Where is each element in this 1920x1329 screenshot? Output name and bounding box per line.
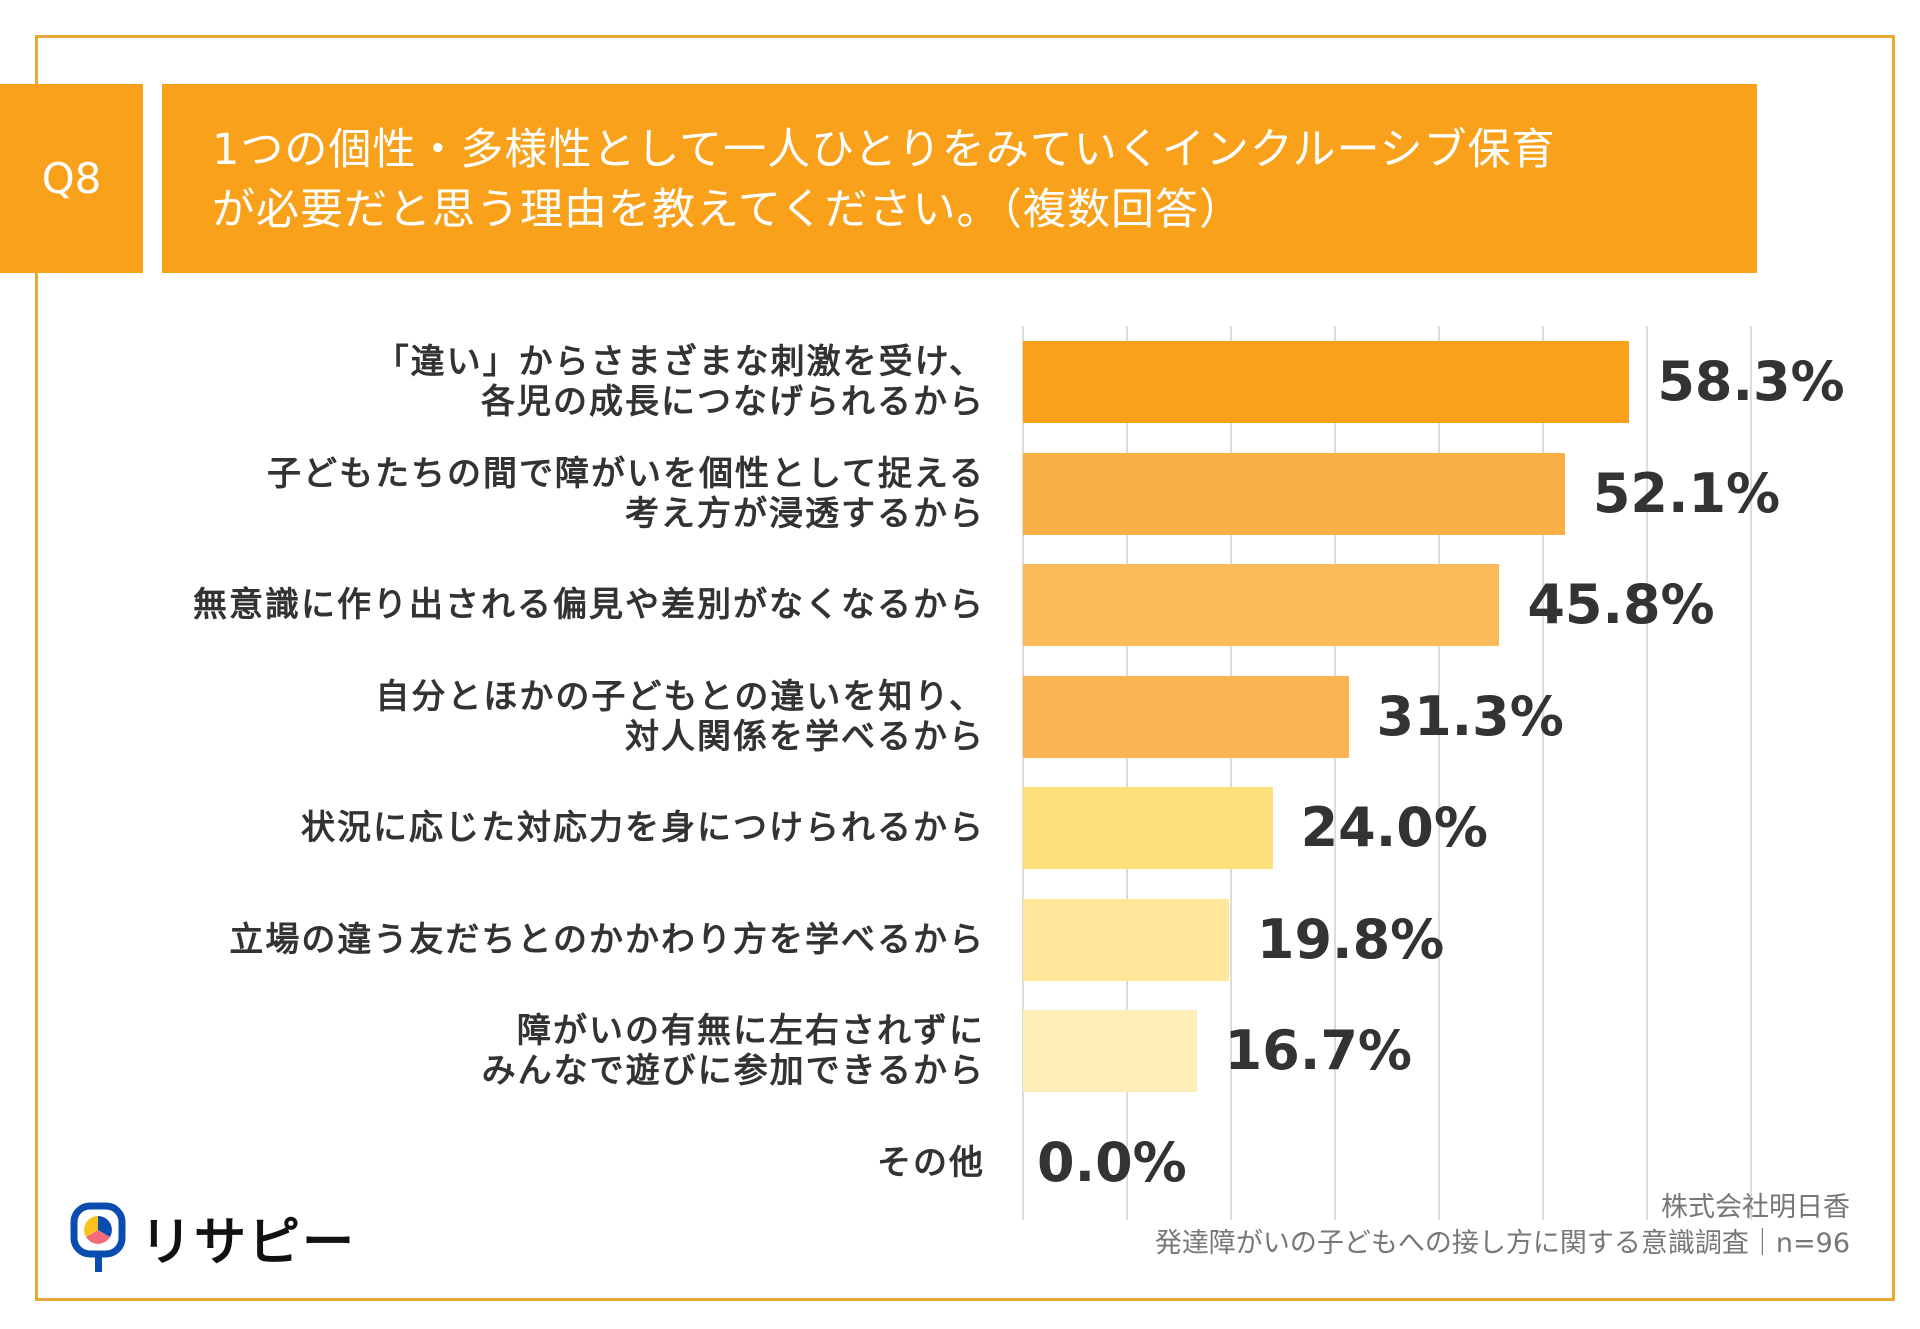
title-line-2: が必要だと思う理由を教えてください。（複数回答） [212, 185, 1244, 235]
bar [1023, 898, 1229, 981]
title-line-1: 1つの個性・多様性として一人ひとりをみていくインクルーシブ保育 [212, 125, 1556, 175]
footer-survey: 発達障がいの子どもへの接し方に関する意識調査｜n=96 [1154, 1228, 1850, 1259]
value-label: 45.8% [1527, 573, 1715, 636]
logo: リサピー [70, 1200, 356, 1275]
category-label: 状況に応じた対応力を身につけられるから [85, 808, 985, 848]
value-label: 24.0% [1300, 796, 1488, 859]
value-label: 0.0% [1037, 1130, 1187, 1194]
category-label: 障がいの有無に左右されずに みんなで遊びに参加できるから [85, 1011, 985, 1091]
category-label-line: 子どもたちの間で障がいを個性として捉える [267, 453, 985, 494]
gridline [1126, 326, 1128, 1220]
category-label: 立場の違う友だちとのかかわり方を学べるから [85, 920, 985, 960]
gridline [1334, 326, 1336, 1220]
category-label: 自分とほかの子どもとの違いを知り、 対人関係を学べるから [85, 677, 985, 757]
category-label-line: 立場の違う友だちとのかかわり方を学べるから [229, 919, 985, 960]
category-label-line: みんなで遊びに参加できるから [481, 1051, 985, 1091]
logo-text: リサピー [140, 1213, 357, 1273]
category-label-line: 「違い」からさまざまな刺激を受け、 [374, 342, 985, 382]
category-label-line: 障がいの有無に左右されずに [517, 1011, 985, 1051]
footer-company: 株式会社明日香 [1661, 1192, 1850, 1223]
footer: 株式会社明日香 発達障がいの子どもへの接し方に関する意識調査｜n=96 [1155, 1190, 1850, 1262]
category-label-line: その他 [877, 1142, 985, 1183]
gridline [1646, 326, 1648, 1220]
gridline [1022, 326, 1024, 1220]
category-label-line: 対人関係を学べるから [625, 716, 985, 757]
category-label: 「違い」からさまざまな刺激を受け、 各児の成長につなげられるから [85, 342, 985, 422]
bar [1023, 341, 1630, 423]
value-label: 19.8% [1256, 907, 1445, 971]
bar [1023, 564, 1500, 646]
category-label: その他 [85, 1143, 985, 1183]
question-number: Q8 [0, 84, 143, 273]
gridline [1438, 326, 1440, 1220]
value-label: 58.3% [1657, 350, 1845, 413]
category-label: 無意識に作り出される偏見や差別がなくなるから [85, 585, 985, 625]
value-label: 31.3% [1376, 684, 1564, 748]
bar [1023, 452, 1565, 535]
bar [1023, 1010, 1197, 1092]
category-label-line: 自分とほかの子どもとの違いを知り、 [375, 676, 985, 717]
category-label-line: 無意識に作り出される偏見や差別がなくなるから [193, 585, 985, 625]
category-label-line: 各児の成長につなげられるから [481, 382, 985, 422]
gridline [1542, 326, 1544, 1220]
value-label: 52.1% [1592, 461, 1781, 525]
logo-pin-icon [70, 1202, 126, 1272]
gridline [1750, 326, 1752, 1220]
category-label-line: 状況に応じた対応力を身につけられるから [301, 808, 985, 848]
bar [1023, 675, 1349, 758]
category-label: 子どもたちの間で障がいを個性として捉える 考え方が浸透するから [85, 454, 985, 534]
gridline [1230, 326, 1232, 1220]
value-label: 16.7% [1224, 1019, 1413, 1082]
bar [1023, 787, 1273, 869]
chart-frame [35, 35, 1895, 1301]
page-title: 1つの個性・多様性として一人ひとりをみていくインクルーシブ保育 が必要だと思う理… [162, 84, 1757, 273]
category-label-line: 考え方が浸透するから [625, 493, 985, 534]
